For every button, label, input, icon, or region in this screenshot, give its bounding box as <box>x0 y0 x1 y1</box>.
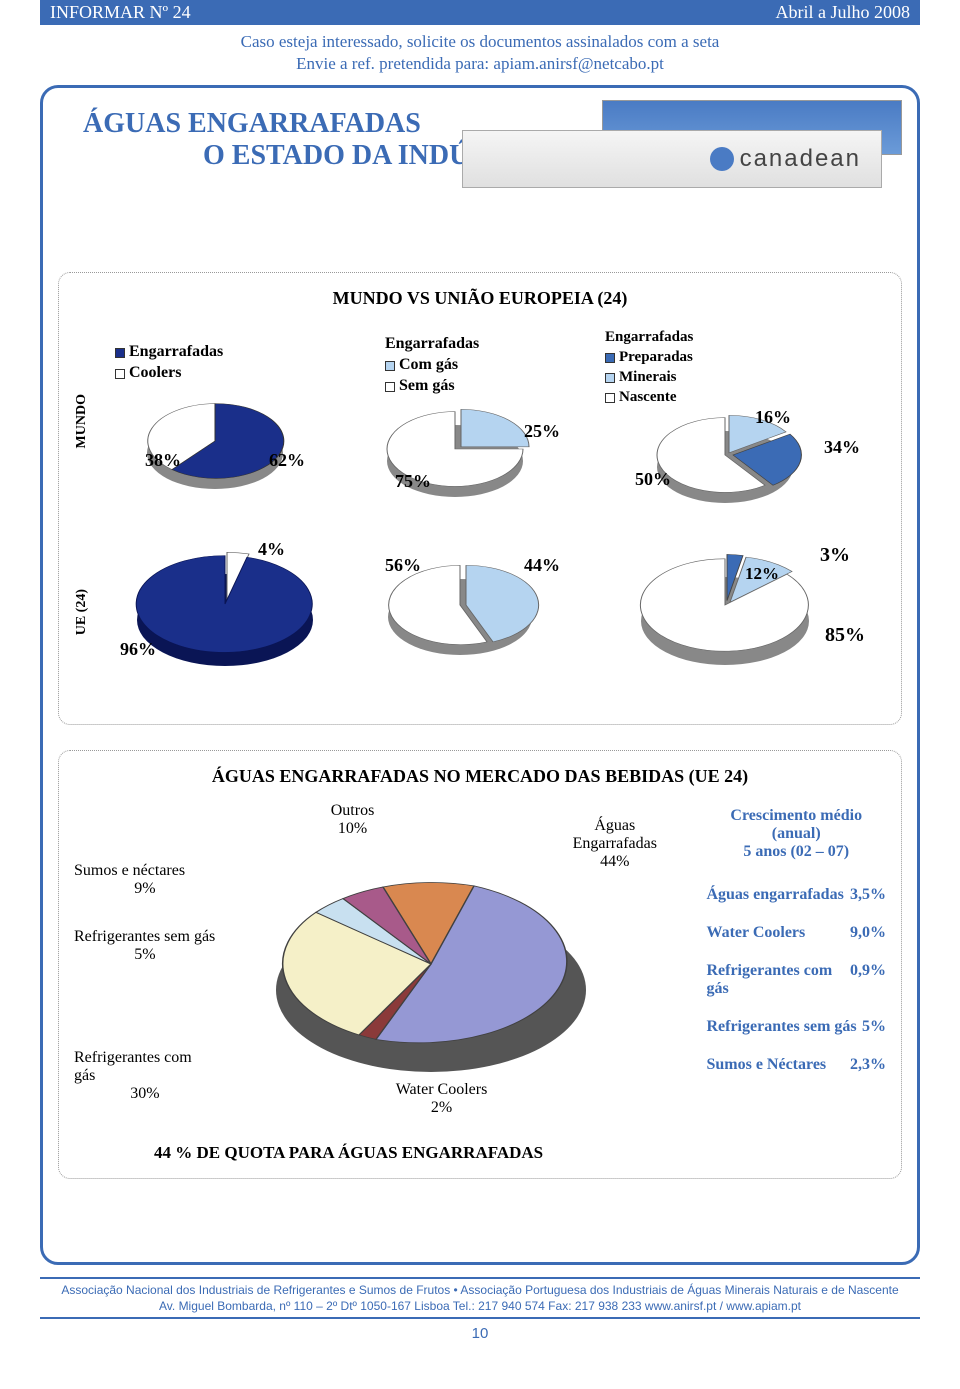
section2: ÁGUAS ENGARRAFADAS NO MERCADO DAS BEBIDA… <box>58 750 902 1179</box>
pie-chart <box>645 409 845 509</box>
page-number: 10 <box>40 1325 920 1342</box>
pie-chart-big <box>241 832 621 1122</box>
marker-icon <box>115 369 125 379</box>
ue-pie1-area: 4% 96% <box>105 544 345 679</box>
marker-icon <box>605 353 615 363</box>
header-right: Abril a Julho 2008 <box>776 2 911 23</box>
section1: MUNDO VS UNIÃO EUROPEIA (24) MUNDO Engar… <box>58 272 902 725</box>
row-mundo: MUNDO Engarrafadas Coolers <box>74 329 886 514</box>
mundo-pie3-area: Engarrafadas Preparadas Minerais Nascent… <box>605 329 885 514</box>
big-pie: Outros 10% <box>241 807 600 1117</box>
logo-drop-icon <box>710 147 734 171</box>
title-banner: canadean <box>462 100 902 190</box>
marker-icon <box>605 373 615 383</box>
ue-pie3-area: 12% 3% 85% <box>605 549 885 674</box>
vlabel-mundo: MUNDO <box>74 394 90 448</box>
mundo-pie1-legend: Engarrafadas Coolers <box>115 343 345 382</box>
vlabel-ue: UE (24) <box>74 589 90 635</box>
growth-title: Crescimento médio (anual) 5 anos (02 – 0… <box>706 807 886 861</box>
row-ue: UE (24) 4% 96% <box>74 544 886 679</box>
page: INFORMAR Nº 24 Abril a Julho 2008 Caso e… <box>0 0 960 1372</box>
main-frame: ÁGUAS ENGARRAFADAS O ESTADO DA INDÚSTRIA… <box>40 85 920 1265</box>
sub-header-2: Envie a ref. pretendida para: apiam.anir… <box>40 53 920 75</box>
marker-icon <box>385 361 395 371</box>
pie-chart <box>625 549 845 669</box>
footer-assoc: Associação Nacional dos Industriais de R… <box>40 1283 920 1297</box>
quota-line: 44 % DE QUOTA PARA ÁGUAS ENGARRAFADAS <box>154 1143 886 1163</box>
left-labels: Sumos e néctares 9% Refrigerantes sem gá… <box>74 807 216 1133</box>
footer-addr: Av. Miguel Bombarda, nº 110 – 2º Dtº 105… <box>40 1299 920 1313</box>
marker-icon <box>115 348 125 358</box>
marker-icon <box>385 382 395 392</box>
footer: Associação Nacional dos Industriais de R… <box>40 1277 920 1319</box>
mundo-pie2-area: Engarrafadas Com gás Sem gás 75% <box>345 335 605 508</box>
mundo-pie3-legend: Engarrafadas Preparadas Minerais Nascent… <box>605 329 885 406</box>
logo: canadean <box>710 145 861 173</box>
banner-front: canadean <box>462 130 882 188</box>
growth-box: Crescimento médio (anual) 5 anos (02 – 0… <box>706 807 886 1133</box>
pie-chart <box>135 395 295 495</box>
section2-title: ÁGUAS ENGARRAFADAS NO MERCADO DAS BEBIDA… <box>74 766 886 787</box>
header-bar: INFORMAR Nº 24 Abril a Julho 2008 <box>40 0 920 25</box>
section1-title: MUNDO VS UNIÃO EUROPEIA (24) <box>74 288 886 309</box>
sub-header-1: Caso esteja interessado, solicite os doc… <box>40 31 920 53</box>
logo-text: canadean <box>740 145 861 173</box>
sub-header: Caso esteja interessado, solicite os doc… <box>40 31 920 75</box>
mundo-pie1-area: Engarrafadas Coolers 38% 62% <box>105 343 345 500</box>
header-left: INFORMAR Nº 24 <box>50 2 191 23</box>
ue-pie2-area: 56% 44% <box>345 557 605 667</box>
section2-body: Sumos e néctares 9% Refrigerantes sem gá… <box>74 807 886 1133</box>
marker-icon <box>605 393 615 403</box>
mundo-pie2-legend: Engarrafadas Com gás Sem gás <box>385 335 605 395</box>
